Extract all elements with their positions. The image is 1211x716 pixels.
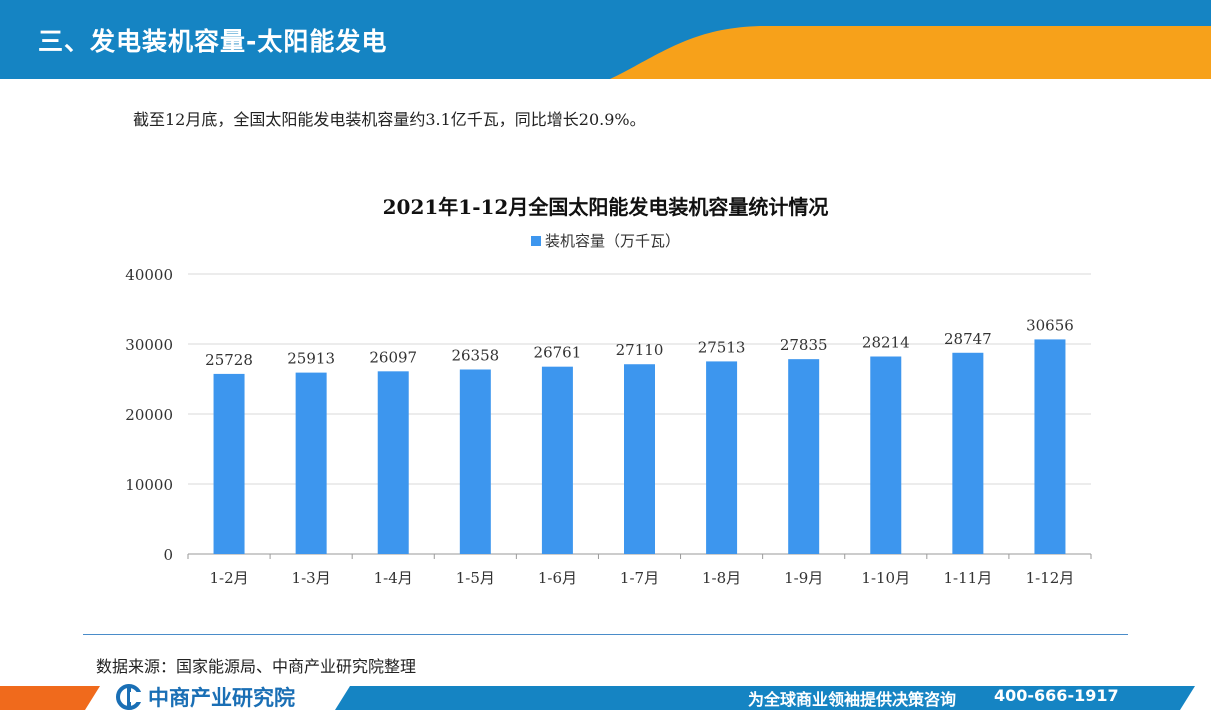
data-label: 25913: [287, 350, 335, 368]
bar: [706, 361, 738, 554]
data-label: 28214: [862, 334, 910, 352]
header-background: [0, 0, 1211, 79]
x-tick-label: 1-5月: [456, 569, 495, 587]
bar: [295, 372, 327, 554]
footer-slogan: 为全球商业领袖提供决策咨询: [748, 690, 957, 709]
x-tick-label: 1-10月: [861, 569, 910, 587]
y-tick-label: 10000: [125, 476, 173, 494]
company-logo: 中商产业研究院: [116, 684, 295, 710]
bar: [788, 359, 820, 554]
x-tick-label: 1-8月: [702, 569, 741, 587]
x-tick-label: 1-9月: [784, 569, 823, 587]
logo-mark-icon: [116, 684, 142, 710]
x-tick-label: 1-12月: [1026, 569, 1075, 587]
footer-banner: [0, 680, 1211, 716]
data-label: 26358: [451, 346, 499, 364]
bar: [1034, 339, 1066, 554]
data-label: 28747: [944, 330, 992, 348]
data-label: 27835: [780, 336, 828, 354]
bar: [870, 356, 902, 554]
page-title: 三、发电装机容量-太阳能发电: [38, 27, 388, 56]
y-tick-label: 30000: [125, 336, 173, 354]
source-note: 数据来源：国家能源局、中商产业研究院整理: [96, 657, 417, 676]
x-tick-label: 1-7月: [620, 569, 659, 587]
x-tick-label: 1-11月: [944, 569, 993, 587]
y-tick-label: 0: [163, 546, 173, 564]
bar-chart: 0 10000 20000 30000 40000 25728 1-2月 25913 1-3月 2…: [125, 266, 1092, 587]
bar: [459, 369, 491, 554]
x-tick-label: 1-3月: [292, 569, 331, 587]
y-tick-label: 20000: [125, 406, 173, 424]
legend-label: 装机容量（万千瓦）: [544, 232, 680, 250]
logo-text: 中商产业研究院: [148, 686, 295, 710]
legend-swatch: [530, 236, 541, 246]
x-tick-label: 1-6月: [538, 569, 577, 587]
footer-background: [0, 686, 1195, 710]
bar: [213, 373, 245, 554]
chart-title: 2021年1-12月全国太阳能发电装机容量统计情况: [382, 195, 829, 219]
data-label: 27513: [698, 338, 746, 356]
y-tick-label: 40000: [125, 266, 173, 284]
bar: [952, 352, 984, 554]
data-label: 27110: [616, 341, 664, 359]
footer-phone: 400-666-1917: [994, 686, 1119, 705]
data-label: 30656: [1026, 316, 1074, 334]
x-tick-label: 1-2月: [209, 569, 248, 587]
chart-legend: 装机容量（万千瓦）: [0, 230, 1211, 251]
data-label: 25728: [205, 351, 253, 369]
data-label: 26761: [534, 344, 582, 362]
bar: [624, 364, 655, 554]
data-label: 26097: [369, 348, 417, 366]
x-tick-label: 1-4月: [374, 569, 413, 587]
divider-line: [83, 634, 1128, 635]
header-banner: 三、发电装机容量-太阳能发电: [0, 0, 1211, 79]
summary-text: 截至12月底，全国太阳能发电装机容量约3.1亿千瓦，同比增长20.9%。: [133, 110, 646, 129]
bar: [541, 366, 573, 554]
bar: [377, 371, 409, 554]
